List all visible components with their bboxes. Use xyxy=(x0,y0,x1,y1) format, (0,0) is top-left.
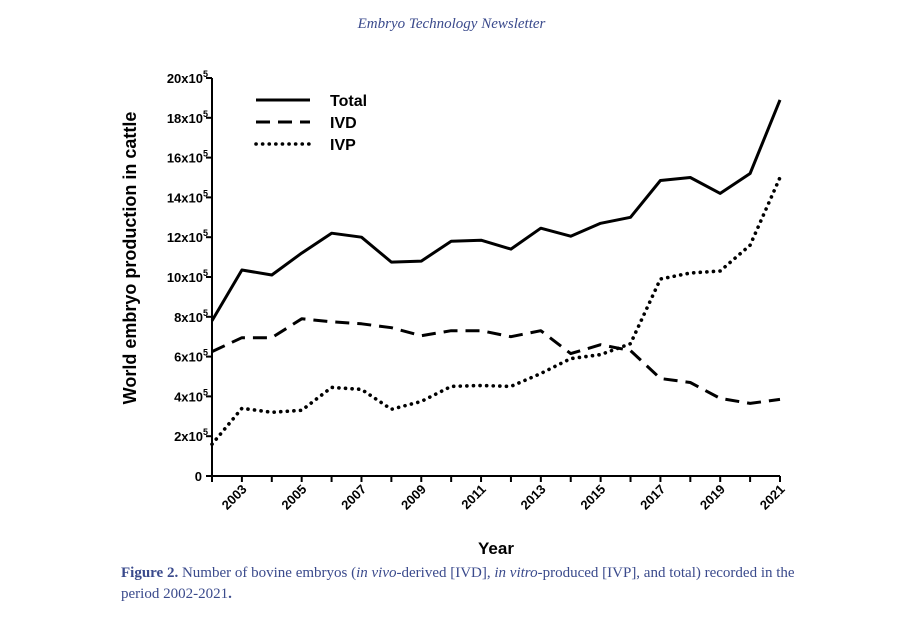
y-tick-label: 14x105 xyxy=(167,188,208,205)
y-tick-exponent: 5 xyxy=(203,188,208,198)
caption-italic-2: in vitro xyxy=(494,565,537,581)
y-tick-exponent: 5 xyxy=(203,228,208,238)
y-tick-label: 20x105 xyxy=(167,69,208,86)
series-line-total xyxy=(212,100,780,321)
y-tick-label: 2x105 xyxy=(174,427,208,444)
legend-label-ivp: IVP xyxy=(330,137,356,154)
figure-caption: Figure 2. Number of bovine embryos (in v… xyxy=(121,563,821,605)
y-tick-exponent: 5 xyxy=(203,308,208,318)
caption-label: Figure 2. xyxy=(121,565,178,581)
legend-label-ivd: IVD xyxy=(330,115,357,132)
caption-italic-1: in vivo xyxy=(356,565,396,581)
caption-text-2: -derived [IVD], xyxy=(397,565,495,581)
x-axis-label: Year xyxy=(478,539,514,558)
x-tick-label: 2011 xyxy=(458,482,489,513)
x-tick-label: 2009 xyxy=(398,482,429,513)
y-tick-exponent: 5 xyxy=(203,268,208,278)
line-chart: 0 2x105 4x105 6x105 8x105 10x105 12x105 14x105 1… xyxy=(0,0,903,560)
x-tick-label: 2007 xyxy=(338,482,369,513)
series-line-ivp xyxy=(212,178,780,445)
x-tick-label: 2013 xyxy=(518,482,549,513)
y-tick-exponent: 5 xyxy=(203,69,208,79)
x-tick-label: 2021 xyxy=(757,482,788,513)
y-tick-label: 4x105 xyxy=(174,387,208,404)
x-tick-label: 2017 xyxy=(637,482,668,513)
legend: Total IVD IVP xyxy=(256,93,367,154)
y-tick-label: 12x105 xyxy=(167,228,208,245)
y-tick-exponent: 5 xyxy=(203,149,208,159)
y-tick-exponent: 5 xyxy=(203,427,208,437)
y-tick-label: 18x105 xyxy=(167,109,208,126)
y-axis: 0 2x105 4x105 6x105 8x105 10x105 12x105 14x105 1… xyxy=(167,69,212,484)
series-line-ivd xyxy=(212,319,780,404)
y-tick-label: 10x105 xyxy=(167,268,208,285)
legend-label-total: Total xyxy=(330,93,367,110)
x-tick-label: 2015 xyxy=(577,482,608,513)
y-tick-label: 16x105 xyxy=(167,149,208,166)
x-tick-label: 2019 xyxy=(697,482,728,513)
y-tick-exponent: 5 xyxy=(203,348,208,358)
caption-end: . xyxy=(228,586,232,602)
x-tick-label: 2005 xyxy=(278,482,309,513)
y-tick-exponent: 5 xyxy=(203,109,208,119)
x-axis: 2003 2005 2007 2009 2011 2013 2015 2017 2019 2021 xyxy=(212,476,788,513)
x-tick-label: 2003 xyxy=(219,482,250,513)
y-axis-label: World embryo production in cattle xyxy=(120,112,140,405)
caption-text-1: Number of bovine embryos ( xyxy=(178,565,356,581)
y-tick-label: 8x105 xyxy=(174,308,208,325)
y-tick-exponent: 5 xyxy=(203,387,208,397)
y-tick-label: 0 xyxy=(195,469,202,484)
series-layer xyxy=(212,100,780,444)
y-tick-label: 6x105 xyxy=(174,348,208,365)
